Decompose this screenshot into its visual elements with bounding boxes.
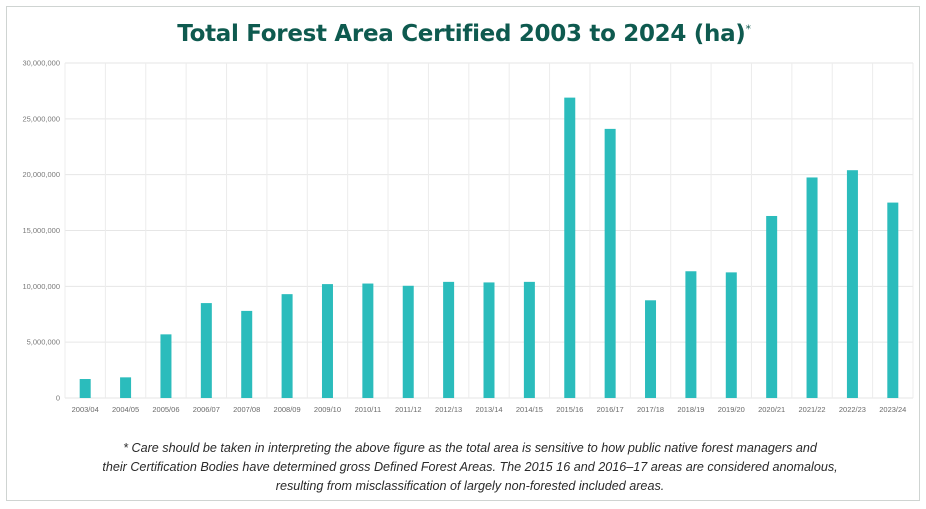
chart-title-text: Total Forest Area Certified 2003 to 2024…: [177, 21, 746, 47]
x-tick-label: 2003/04: [72, 405, 99, 414]
bar: [846, 170, 858, 398]
x-tick-label: 2022/23: [839, 405, 866, 414]
bar: [806, 177, 818, 398]
bar: [362, 283, 374, 398]
bar: [685, 271, 697, 398]
footnote-line-2: their Certification Bodies have determin…: [102, 460, 838, 474]
bar: [120, 377, 132, 398]
x-tick-label: 2021/22: [798, 405, 825, 414]
bar: [402, 285, 414, 398]
x-tick-label: 2004/05: [112, 405, 139, 414]
x-tick-label: 2014/15: [516, 405, 543, 414]
y-tick-label: 5,000,000: [27, 338, 60, 347]
x-tick-label: 2010/11: [355, 405, 382, 414]
x-tick-label: 2005/06: [152, 405, 179, 414]
bar: [200, 303, 212, 398]
x-tick-label: 2013/14: [475, 405, 502, 414]
bar: [766, 215, 778, 398]
title-footnote-marker: *: [745, 22, 752, 36]
footnote-line-3: resulting from misclassification of larg…: [275, 479, 665, 493]
bar: [321, 284, 333, 398]
bar-chart: 0 5,000,000 10,000,000 15,000,000 20,000,000…: [22, 59, 914, 414]
bar: [725, 272, 737, 398]
x-tick-label: 2006/07: [193, 405, 220, 414]
bar: [160, 334, 172, 398]
x-tick-label: 2023/24: [879, 405, 906, 414]
bar: [79, 379, 91, 398]
bar: [241, 310, 253, 398]
bar: [645, 300, 657, 398]
chart-frame: Total Forest Area Certified 2003 to 2024…: [6, 6, 920, 501]
x-tick-label: 2017/18: [637, 405, 664, 414]
y-tick-label: 0: [56, 394, 60, 403]
y-tick-label: 10,000,000: [22, 282, 60, 291]
x-tick-label: 2019/20: [718, 405, 745, 414]
y-tick-label: 25,000,000: [22, 114, 60, 123]
x-tick-label: 2011/12: [395, 405, 422, 414]
x-tick-label: 2012/13: [435, 405, 462, 414]
x-tick-label: 2009/10: [314, 405, 341, 414]
y-tick-label: 15,000,000: [22, 226, 60, 235]
bar: [483, 282, 495, 398]
y-tick-label: 20,000,000: [22, 170, 60, 179]
x-tick-label: 2020/21: [758, 405, 785, 414]
footnote-line-1: * Care should be taken in interpreting t…: [123, 441, 817, 455]
bar: [604, 128, 616, 398]
x-tick-label: 2007/08: [233, 405, 260, 414]
footnote: * Care should be taken in interpreting t…: [25, 439, 915, 496]
x-tick-label: 2008/09: [274, 405, 301, 414]
x-tick-label: 2015/16: [556, 405, 583, 414]
bar: [564, 97, 576, 398]
x-tick-label: 2018/19: [677, 405, 704, 414]
bar: [443, 281, 455, 398]
x-tick-label: 2016/17: [597, 405, 624, 414]
y-tick-label: 30,000,000: [22, 59, 60, 68]
bar: [281, 294, 293, 398]
bar: [523, 281, 535, 398]
bar: [887, 202, 899, 398]
chart-title: Total Forest Area Certified 2003 to 2024…: [7, 21, 921, 47]
